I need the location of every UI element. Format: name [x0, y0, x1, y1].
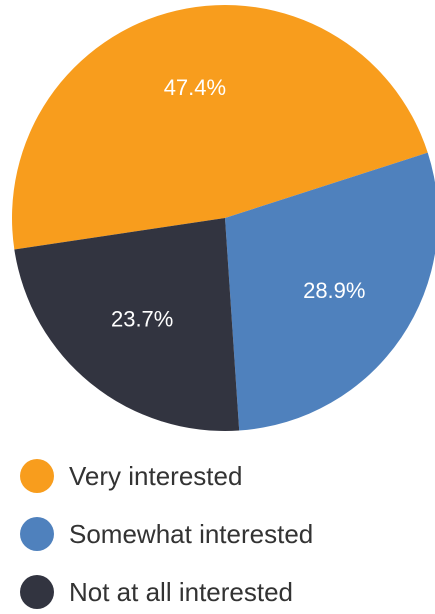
legend-label-somewhat-interested: Somewhat interested: [69, 518, 314, 549]
legend-label-not-at-all-interested: Not at all interested: [69, 576, 294, 607]
legend-swatch-very-interested: [20, 459, 54, 493]
pie-slice-not-at-all-interested: [14, 218, 240, 431]
legend-item-somewhat-interested: Somewhat interested: [20, 508, 430, 560]
pie-label-somewhat-interested: 28.9%: [303, 278, 365, 303]
pie-chart: 47.4% 28.9% 23.7%: [11, 4, 435, 431]
legend-swatch-somewhat-interested: [20, 517, 54, 551]
pie-slice-very-interested: [11, 4, 428, 250]
legend-item-not-at-all-interested: Not at all interested: [20, 566, 430, 614]
legend-item-very-interested: Very interested: [20, 450, 430, 502]
pie-label-very-interested: 47.4%: [164, 75, 226, 100]
legend-label-very-interested: Very interested: [69, 460, 243, 491]
pie-slice-somewhat-interested: [225, 152, 435, 431]
legend: Very interested Somewhat interested Not …: [20, 450, 430, 614]
legend-swatch-not-at-all-interested: [20, 575, 54, 609]
pie-label-not-at-all-interested: 23.7%: [111, 307, 173, 332]
